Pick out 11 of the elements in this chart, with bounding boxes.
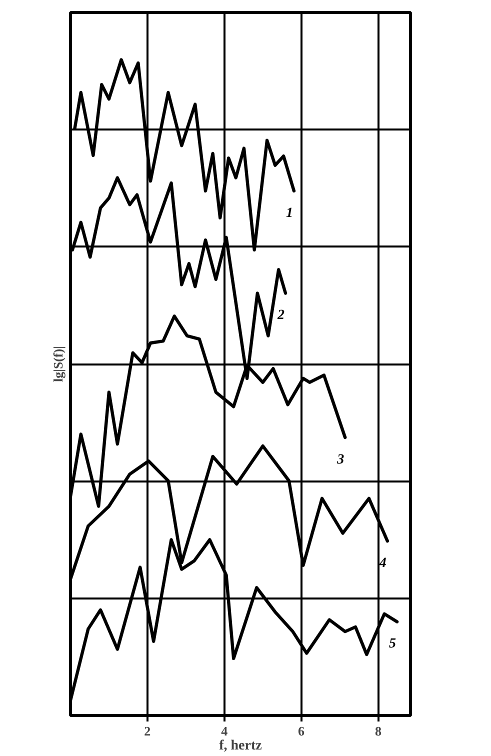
y-axis-title: lg|S(f)| (50, 346, 66, 382)
x-tick-label: 2 (144, 724, 151, 738)
x-tick-label: 8 (374, 724, 382, 738)
series-label: 2 (276, 308, 284, 324)
series-label: 3 (336, 452, 344, 468)
x-tick-label: 4 (221, 724, 228, 738)
series-label: 1 (286, 206, 293, 221)
x-tick-label: 6 (298, 724, 306, 738)
series-label: 5 (389, 636, 396, 652)
series-label: 4 (378, 556, 386, 572)
x-axis-title: f, hertz (219, 738, 262, 754)
